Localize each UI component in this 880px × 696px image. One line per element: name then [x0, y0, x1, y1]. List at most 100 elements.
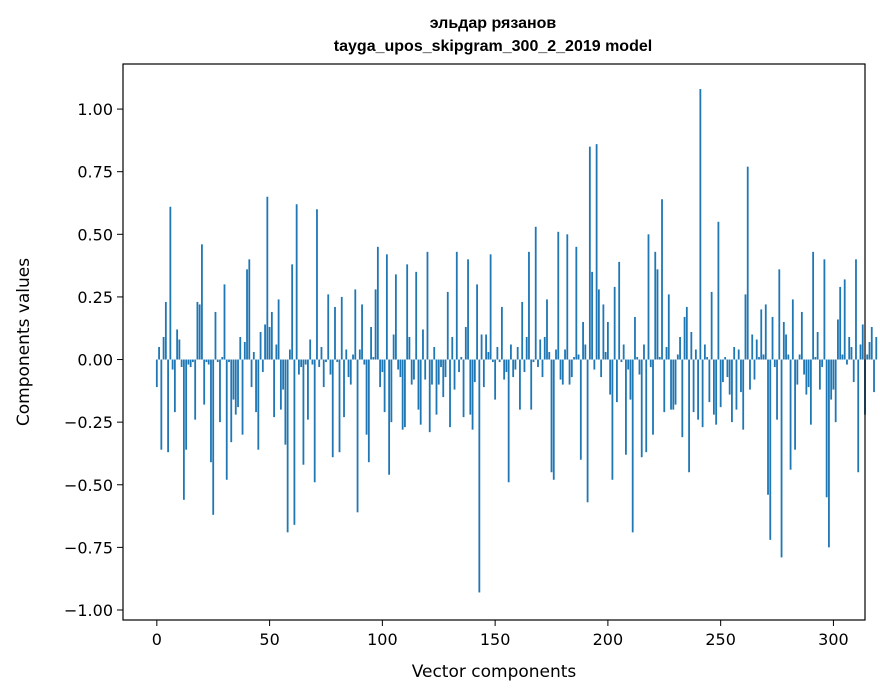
bar-272	[769, 359, 772, 540]
bar-103	[388, 359, 391, 475]
bar-313	[861, 324, 864, 360]
bar-225	[663, 359, 666, 413]
bar-121	[428, 359, 431, 433]
bar-192	[588, 146, 591, 360]
bar-132	[453, 359, 456, 390]
bar-263	[749, 359, 751, 390]
bar-198	[602, 304, 605, 360]
bar-51	[270, 311, 273, 360]
bar-224	[661, 199, 663, 360]
bar-295	[821, 359, 824, 368]
chart-subtitle: tayga_upos_skipgram_300_2_2019 model	[334, 38, 652, 55]
x-tick-label: 100	[367, 630, 398, 649]
bar-66	[304, 359, 307, 365]
bar-74	[322, 359, 325, 388]
bar-190	[584, 344, 587, 360]
bar-34	[232, 359, 235, 400]
bar-315	[866, 354, 869, 360]
bar-104	[390, 359, 393, 423]
bar-176	[552, 359, 555, 480]
bar-317	[870, 326, 873, 360]
bar-275	[776, 359, 778, 420]
bar-50	[268, 326, 271, 360]
bar-97	[374, 289, 377, 360]
bar-141	[473, 359, 476, 383]
bar-90	[358, 349, 361, 360]
bar-108	[399, 359, 402, 378]
bar-280	[787, 354, 790, 360]
bar-91	[361, 304, 363, 360]
y-tick-label: 0.00	[77, 351, 113, 370]
bar-88	[354, 289, 357, 360]
bar-140	[471, 359, 474, 430]
bar-213	[636, 357, 639, 360]
bar-256	[733, 347, 736, 360]
bar-269	[762, 354, 765, 360]
bar-3	[162, 336, 165, 360]
bar-62	[295, 204, 298, 360]
bar-300	[832, 359, 835, 390]
bar-281	[789, 359, 792, 470]
bar-284	[796, 359, 799, 385]
bar-253	[726, 359, 729, 378]
bar-312	[859, 344, 862, 360]
bar-199	[604, 352, 607, 360]
bar-123	[433, 347, 436, 360]
bar-195	[595, 144, 598, 360]
bar-276	[778, 269, 781, 360]
bar-107	[397, 359, 400, 370]
bar-301	[834, 359, 837, 423]
bar-201	[609, 359, 612, 395]
bar-6	[169, 206, 172, 360]
bar-56	[282, 359, 285, 390]
bar-1	[158, 347, 160, 360]
bar-147	[487, 352, 490, 360]
bar-11	[180, 359, 183, 368]
bar-294	[818, 359, 821, 390]
bar-137	[464, 326, 467, 360]
bar-98	[376, 246, 379, 360]
bar-44	[255, 359, 257, 413]
bar-231	[676, 354, 679, 360]
bar-101	[383, 359, 386, 413]
bar-86	[349, 359, 352, 385]
bar-210	[629, 359, 632, 400]
bar-43	[252, 352, 255, 360]
bar-144	[480, 334, 483, 360]
bar-136	[462, 359, 465, 418]
bar-52	[273, 359, 275, 418]
bar-46	[259, 331, 262, 360]
bar-139	[469, 359, 472, 415]
bar-76	[327, 294, 330, 360]
bar-122	[431, 359, 433, 385]
bar-63	[298, 359, 300, 375]
bar-169	[537, 359, 539, 368]
bar-267	[758, 357, 760, 360]
x-tick-label: 0	[152, 630, 162, 649]
bar-69	[311, 359, 314, 365]
bar-10	[178, 339, 181, 360]
bar-112	[408, 336, 411, 360]
bar-259	[740, 359, 742, 393]
chart-title: эльдар рязанов	[430, 15, 557, 32]
bar-187	[577, 354, 580, 360]
bar-5	[167, 359, 169, 453]
x-tick-label: 300	[818, 630, 849, 649]
bar-146	[485, 334, 487, 360]
bar-134	[458, 359, 460, 373]
bar-211	[631, 359, 634, 533]
bar-209	[627, 359, 630, 370]
bar-2	[160, 359, 163, 450]
bar-127	[442, 359, 445, 398]
bar-12	[182, 359, 185, 500]
bar-32	[228, 359, 230, 363]
bar-223	[658, 357, 661, 360]
bar-58	[286, 359, 289, 533]
bar-21	[203, 359, 206, 405]
bar-244	[706, 357, 709, 360]
bar-41	[248, 259, 251, 360]
bar-228	[670, 359, 672, 410]
bar-153	[500, 306, 503, 360]
bar-48	[264, 324, 266, 360]
